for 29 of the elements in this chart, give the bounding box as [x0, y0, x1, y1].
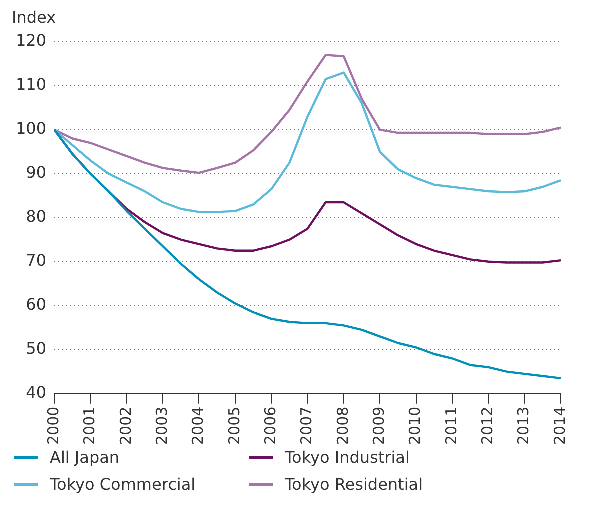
x-tick-label: 2000: [44, 406, 62, 446]
x-tick-label: 2005: [225, 406, 244, 446]
y-tick-label: 40: [26, 382, 47, 402]
legend-label: Tokyo Commercial: [50, 475, 196, 494]
x-tick-label: 2003: [152, 406, 171, 446]
x-tick-label: 2007: [298, 406, 316, 446]
x-tick-label: 2011: [442, 406, 460, 446]
x-tick-label: 2004: [189, 406, 208, 446]
y-tick-label: 80: [26, 207, 47, 226]
y-tick-label: 100: [16, 119, 47, 138]
x-tick-label: 2001: [80, 406, 99, 446]
legend-label: Tokyo Industrial: [285, 448, 410, 467]
x-tick-label: 2006: [261, 406, 280, 446]
x-tick-label: 2012: [478, 406, 497, 446]
x-tick-label: 2010: [406, 406, 424, 446]
legend-label: All Japan: [50, 448, 120, 467]
y-tick-label: 110: [16, 75, 47, 94]
y-axis-title: Index: [12, 8, 56, 27]
x-tick-label: 2009: [370, 406, 388, 446]
x-tick-label: 2002: [116, 406, 135, 446]
x-tick-label: 2008: [334, 406, 352, 446]
y-tick-label: 120: [16, 31, 47, 50]
x-tick-label: 2013: [514, 406, 533, 446]
x-tick-label: 2014: [550, 406, 569, 446]
y-tick-label: 70: [26, 251, 47, 270]
y-tick-label: 60: [26, 295, 47, 314]
y-tick-label: 90: [26, 163, 47, 182]
y-tick-label: 50: [26, 339, 47, 358]
legend-label: Tokyo Residential: [285, 475, 424, 494]
